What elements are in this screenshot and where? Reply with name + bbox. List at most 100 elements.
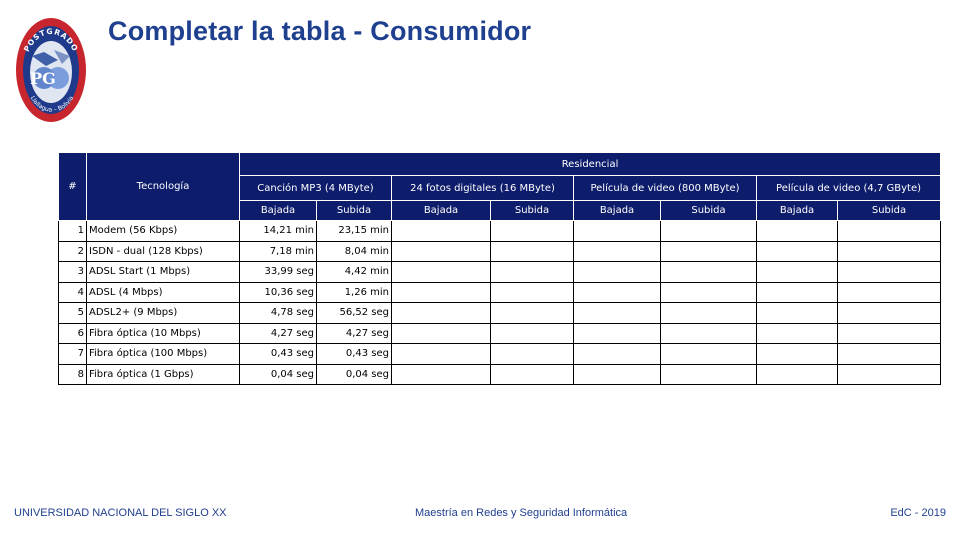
row-technology: Fibra óptica (1 Gbps)	[86, 363, 240, 385]
row-number: 8	[58, 363, 87, 385]
header-number: #	[58, 152, 87, 221]
header-video-4-7: Película de video (4,7 GByte)	[755, 175, 942, 201]
cell-download	[391, 240, 491, 262]
cell-upload	[836, 363, 942, 385]
cell-upload	[660, 261, 757, 283]
table-row: 4 ADSL (4 Mbps) 10,36 seg 1,26 min	[58, 281, 942, 303]
header-download: Bajada	[573, 200, 661, 221]
cell-upload	[490, 261, 574, 283]
postgrado-shield-icon: PG POSTGRADO Llallagua – Bolivia	[16, 18, 86, 122]
header-technology: Tecnología	[86, 152, 240, 221]
cell-download	[391, 281, 491, 303]
cell-upload	[836, 322, 942, 344]
cell-upload: 56,52 seg	[316, 302, 392, 324]
cell-download	[756, 343, 838, 365]
cell-upload	[490, 220, 574, 242]
cell-upload	[660, 220, 757, 242]
page-title: Completar la tabla - Consumidor	[108, 16, 532, 46]
header-download: Bajada	[756, 200, 838, 221]
cell-download	[391, 322, 491, 344]
row-number: 7	[58, 343, 87, 365]
cell-upload	[836, 302, 942, 324]
postgrado-logo: PG POSTGRADO Llallagua – Bolivia	[14, 12, 88, 124]
cell-download	[756, 261, 838, 283]
cell-download: 10,36 seg	[239, 281, 317, 303]
cell-download	[573, 281, 661, 303]
row-number: 4	[58, 281, 87, 303]
table-row: 6 Fibra óptica (10 Mbps) 4,27 seg 4,27 seg	[58, 322, 942, 344]
cell-download	[756, 240, 838, 262]
cell-download: 4,27 seg	[239, 322, 317, 344]
table-row: 8 Fibra óptica (1 Gbps) 0,04 seg 0,04 seg	[58, 363, 942, 385]
header-upload: Subida	[316, 200, 392, 221]
row-technology: Modem (56 Kbps)	[86, 220, 240, 242]
cell-upload	[836, 261, 942, 283]
row-number: 3	[58, 261, 87, 283]
row-number: 6	[58, 322, 87, 344]
cell-upload: 8,04 min	[316, 240, 392, 262]
cell-download	[573, 220, 661, 242]
header-download: Bajada	[239, 200, 317, 221]
row-technology: ADSL Start (1 Mbps)	[86, 261, 240, 283]
cell-download	[756, 363, 838, 385]
table-row: 1 Modem (56 Kbps) 14,21 min 23,15 min	[58, 220, 942, 242]
cell-download	[573, 322, 661, 344]
table-body: 1 Modem (56 Kbps) 14,21 min 23,15 min 2 ISDN …	[58, 220, 942, 385]
cell-upload	[836, 281, 942, 303]
cell-upload	[490, 363, 574, 385]
header-video-800: Película de video (800 MByte)	[573, 175, 757, 201]
table-row: 5 ADSL2+ (9 Mbps) 4,78 seg 56,52 seg	[58, 302, 942, 324]
cell-download	[391, 220, 491, 242]
cell-download	[391, 302, 491, 324]
cell-download	[573, 302, 661, 324]
table-row: 3 ADSL Start (1 Mbps) 33,99 seg 4,42 min	[58, 261, 942, 283]
cell-upload: 1,26 min	[316, 281, 392, 303]
footer-year: EdC - 2019	[890, 507, 946, 519]
cell-upload: 0,43 seg	[316, 343, 392, 365]
footer-university: UNIVERSIDAD NACIONAL DEL SIGLO XX	[14, 507, 227, 519]
cell-download	[573, 343, 661, 365]
header-residential: Residencial	[238, 152, 942, 176]
logo-letter-p: PG	[30, 69, 56, 88]
cell-upload	[660, 363, 757, 385]
cell-download: 7,18 min	[239, 240, 317, 262]
cell-upload	[490, 302, 574, 324]
header-upload: Subida	[660, 200, 757, 221]
cell-upload	[660, 240, 757, 262]
cell-upload: 4,27 seg	[316, 322, 392, 344]
cell-upload: 0,04 seg	[316, 363, 392, 385]
cell-upload	[660, 302, 757, 324]
consumer-table: # Tecnología Residencial Canción MP3 (4 …	[58, 152, 942, 385]
cell-download	[391, 363, 491, 385]
cell-upload	[660, 343, 757, 365]
cell-upload: 4,42 min	[316, 261, 392, 283]
table-row: 7 Fibra óptica (100 Mbps) 0,43 seg 0,43 seg	[58, 343, 942, 365]
cell-download: 33,99 seg	[239, 261, 317, 283]
cell-upload	[490, 322, 574, 344]
cell-download: 14,21 min	[239, 220, 317, 242]
table-row: 2 ISDN - dual (128 Kbps) 7,18 min 8,04 min	[58, 240, 942, 262]
cell-download	[756, 281, 838, 303]
header-mp3: Canción MP3 (4 MByte)	[239, 175, 392, 201]
cell-download	[573, 261, 661, 283]
cell-upload	[836, 240, 942, 262]
footer-program: Maestría en Redes y Seguridad Informátic…	[415, 507, 628, 519]
cell-download: 4,78 seg	[239, 302, 317, 324]
cell-download	[391, 343, 491, 365]
cell-upload	[836, 343, 942, 365]
cell-download	[391, 261, 491, 283]
cell-upload	[490, 281, 574, 303]
cell-download	[756, 302, 838, 324]
header-photos: 24 fotos digitales (16 MByte)	[391, 175, 574, 201]
cell-download: 0,04 seg	[239, 363, 317, 385]
header-upload: Subida	[490, 200, 574, 221]
row-number: 5	[58, 302, 87, 324]
header-download: Bajada	[391, 200, 491, 221]
cell-upload	[836, 220, 942, 242]
cell-upload	[660, 322, 757, 344]
cell-upload	[660, 281, 757, 303]
header-upload: Subida	[836, 200, 942, 221]
cell-upload	[490, 343, 574, 365]
row-technology: ISDN - dual (128 Kbps)	[86, 240, 240, 262]
row-number: 1	[58, 220, 87, 242]
